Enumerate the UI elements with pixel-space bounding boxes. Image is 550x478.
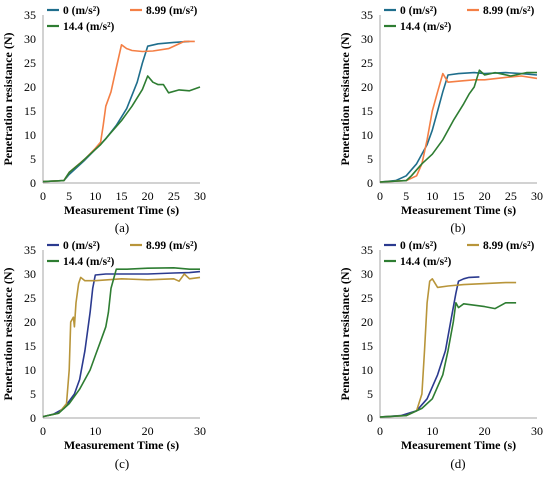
x-axis-title: Measurement Time (s) (401, 438, 516, 452)
chart-panel-3: 0 5 10 15 20 25 30 35 0 10 20 30 Measurement Time (s… (1, 240, 206, 471)
series-line-2 (42, 40, 195, 183)
panel-caption: (d) (450, 456, 465, 471)
panel-caption: (a) (115, 220, 129, 235)
y-tick-label: 35 (24, 8, 36, 22)
y-tick-label: 30 (361, 267, 373, 281)
y-tick-label: 25 (24, 56, 36, 70)
legend-label: 0 (m/s²) (400, 240, 437, 252)
y-tick-label: 0 (367, 411, 373, 425)
x-tick-label: 10 (426, 189, 438, 203)
y-tick-label: 25 (361, 56, 373, 70)
x-tick-label: 25 (168, 189, 180, 203)
chart-panel-1: 0 5 10 15 20 25 30 35 0 5 10 15 20 25 30 Measurement Ti… (1, 5, 206, 235)
y-tick-label: 15 (24, 339, 36, 353)
series-line-3 (379, 302, 517, 418)
y-tick-label: 30 (24, 267, 36, 281)
x-tick-label: 15 (453, 189, 465, 203)
y-axis-title: Penetration resistance (N) (1, 267, 15, 400)
x-tick-label: 20 (142, 189, 154, 203)
legend-label: 14.4 (m/s²) (400, 21, 452, 33)
series-line-2 (379, 278, 517, 418)
legend-label: 8.99 (m/s²) (483, 240, 535, 252)
y-tick-label: 15 (361, 104, 373, 118)
x-tick-label: 30 (194, 189, 206, 203)
legend-label: 14.4 (m/s²) (400, 256, 452, 268)
series-line-1 (379, 276, 480, 418)
y-tick-label: 5 (30, 152, 36, 166)
panel-caption: (b) (450, 220, 465, 235)
y-tick-label: 10 (24, 128, 36, 142)
series-line-2 (42, 273, 201, 418)
x-tick-label: 30 (194, 424, 206, 438)
series-line-3 (42, 267, 200, 418)
y-tick-label: 30 (361, 32, 373, 46)
y-tick-label: 5 (30, 387, 36, 401)
legend-label: 8.99 (m/s²) (146, 5, 198, 17)
x-tick-label: 25 (505, 189, 517, 203)
y-tick-label: 0 (30, 176, 36, 190)
y-tick-label: 15 (361, 339, 373, 353)
y-tick-label: 5 (367, 387, 373, 401)
series-line-1 (379, 71, 538, 183)
panel-caption: (c) (115, 456, 129, 471)
x-tick-label: 5 (403, 189, 409, 203)
y-tick-label: 20 (361, 80, 373, 94)
legend-label: 0 (m/s²) (63, 5, 100, 17)
y-tick-label: 10 (24, 363, 36, 377)
y-axis-title: Penetration resistance (N) (1, 32, 15, 165)
x-tick-label: 30 (531, 189, 543, 203)
y-tick-label: 5 (367, 152, 373, 166)
y-tick-label: 25 (24, 291, 36, 305)
series-line-1 (42, 40, 190, 183)
y-tick-label: 10 (361, 363, 373, 377)
y-tick-label: 20 (24, 80, 36, 94)
y-tick-label: 35 (361, 8, 373, 22)
x-axis-title: Measurement Time (s) (64, 203, 179, 217)
series-line-3 (379, 69, 537, 183)
series-line-3 (42, 75, 201, 183)
legend-label: 0 (m/s²) (63, 240, 100, 252)
y-tick-label: 30 (24, 32, 36, 46)
x-tick-label: 0 (40, 424, 46, 438)
y-tick-label: 20 (24, 315, 36, 329)
x-tick-label: 20 (142, 424, 154, 438)
x-tick-label: 30 (531, 424, 543, 438)
y-tick-label: 35 (361, 243, 373, 257)
x-tick-label: 15 (116, 189, 128, 203)
y-tick-label: 15 (24, 104, 36, 118)
legend-label: 14.4 (m/s²) (63, 21, 115, 33)
legend-label: 0 (m/s²) (400, 5, 437, 17)
y-tick-label: 0 (367, 176, 373, 190)
legend-label: 8.99 (m/s²) (483, 5, 535, 17)
x-tick-label: 10 (426, 424, 438, 438)
chart-panel-4: 0 5 10 15 20 25 30 35 0 10 20 30 Measurement Time (s… (338, 240, 543, 471)
x-tick-label: 10 (89, 424, 101, 438)
x-tick-label: 5 (66, 189, 72, 203)
y-tick-label: 25 (361, 291, 373, 305)
x-axis-title: Measurement Time (s) (64, 438, 179, 452)
y-tick-label: 35 (24, 243, 36, 257)
x-tick-label: 20 (479, 424, 491, 438)
y-axis-title: Penetration resistance (N) (338, 267, 352, 400)
x-tick-label: 20 (479, 189, 491, 203)
series-line-1 (42, 270, 201, 418)
x-tick-label: 0 (40, 189, 46, 203)
legend-label: 14.4 (m/s²) (63, 256, 115, 268)
y-tick-label: 0 (30, 411, 36, 425)
y-axis-title: Penetration resistance (N) (338, 32, 352, 165)
x-axis-title: Measurement Time (s) (401, 203, 516, 217)
y-tick-label: 10 (361, 128, 373, 142)
x-tick-label: 10 (89, 189, 101, 203)
x-tick-label: 0 (377, 189, 383, 203)
y-tick-label: 20 (361, 315, 373, 329)
series-line-2 (379, 72, 538, 183)
x-tick-label: 0 (377, 424, 383, 438)
legend-label: 8.99 (m/s²) (146, 240, 198, 252)
chart-panel-2: 0 5 10 15 20 25 30 35 0 5 10 15 20 25 30 Measurement Ti… (338, 5, 543, 235)
